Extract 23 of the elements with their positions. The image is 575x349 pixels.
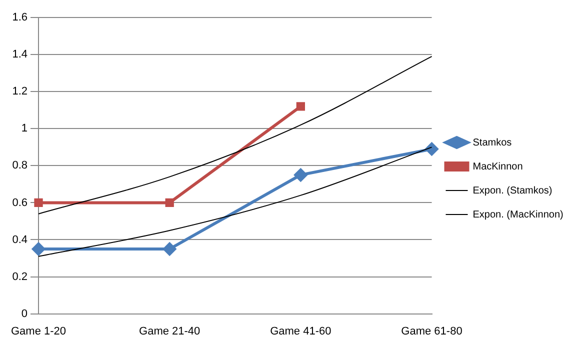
- y-tick-label: 0: [21, 308, 28, 320]
- y-tick-label: 0.4: [12, 234, 28, 246]
- point: [163, 242, 176, 256]
- y-tick-label: 1.4: [12, 48, 28, 61]
- legend-label: Expon. (MacKinnon): [472, 209, 564, 220]
- point: [32, 242, 46, 256]
- point: [165, 198, 174, 208]
- point: [294, 168, 308, 182]
- y-tick-label: 1: [21, 122, 28, 135]
- legend-label: Expon. (Stamkos): [472, 185, 552, 196]
- x-tick-label: Game 41-60: [270, 325, 332, 338]
- x-tick-label: Game 1-20: [11, 325, 66, 338]
- y-tick-label: 0.6: [12, 196, 28, 209]
- y-tick-label: 0.2: [12, 270, 28, 283]
- x-tick-label: Game 21-40: [139, 325, 200, 338]
- legend-label: MacKinnon: [472, 161, 523, 172]
- x-tick-label: Game 61-80: [401, 325, 462, 338]
- point: [296, 102, 305, 111]
- y-tick-label: 1.6: [12, 12, 28, 24]
- y-tick-label: 0.8: [12, 160, 28, 172]
- y-tick-label: 1.2: [12, 86, 28, 98]
- legend-label: Stamkos: [472, 137, 512, 148]
- point: [34, 198, 43, 208]
